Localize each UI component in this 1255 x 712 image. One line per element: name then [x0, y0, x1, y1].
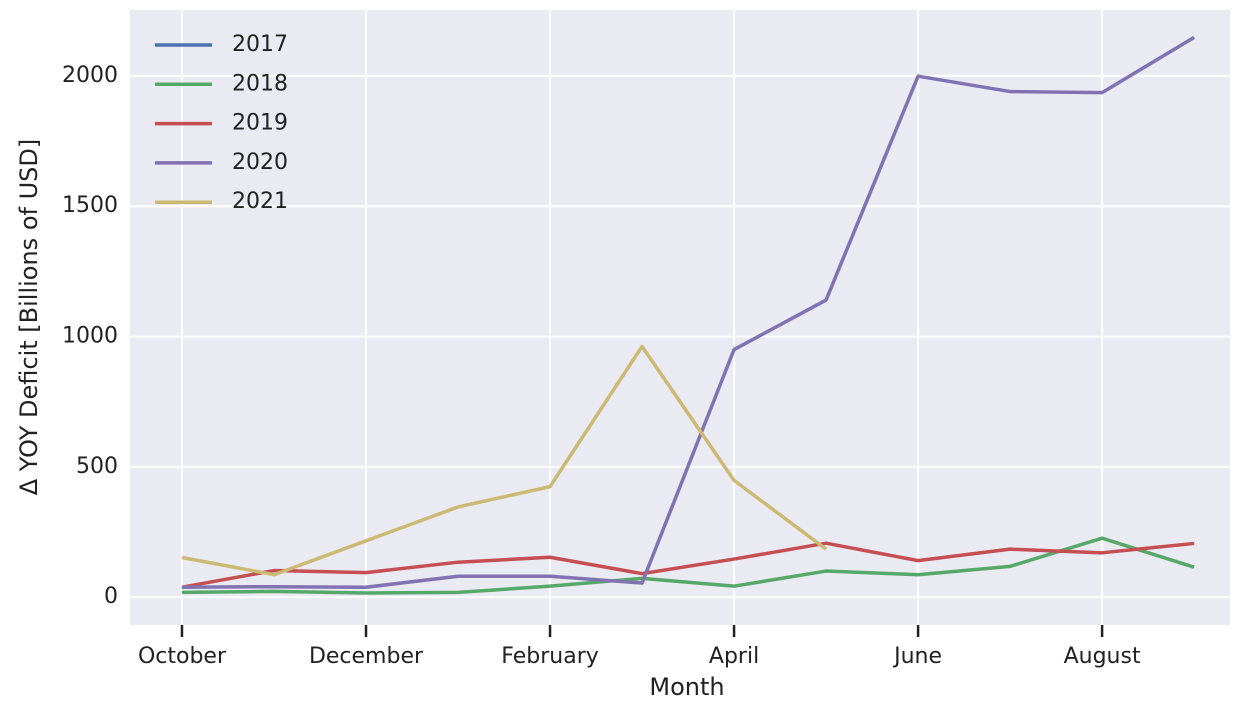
x-tick-label: April — [709, 644, 759, 669]
x-tick-label: August — [1064, 644, 1141, 669]
legend-label: 2020 — [232, 150, 288, 175]
data-line — [181, 344, 828, 577]
x-tick-label: June — [892, 644, 942, 669]
y-tick-label: 1000 — [62, 324, 118, 349]
y-axis-label: Δ YOY Deficit [Billions of USD] — [15, 139, 43, 495]
x-tick-label: October — [138, 644, 227, 669]
y-tick-label: 0 — [104, 584, 118, 609]
plot-background — [130, 10, 1230, 625]
legend-label: 2021 — [232, 189, 288, 214]
legend-label: 2019 — [232, 111, 288, 136]
data-line — [181, 35, 1196, 589]
y-tick-label: 500 — [76, 454, 118, 479]
y-tick-label: 2000 — [62, 63, 118, 88]
data-line — [181, 536, 1195, 595]
legend-label: 2018 — [232, 71, 288, 96]
y-tick-label: 1500 — [62, 193, 118, 218]
x-tick-label: February — [501, 644, 599, 669]
x-tick-label: December — [309, 644, 424, 669]
x-axis-label: Month — [649, 673, 724, 701]
data-line — [181, 541, 1195, 589]
legend-label: 2017 — [232, 32, 288, 57]
